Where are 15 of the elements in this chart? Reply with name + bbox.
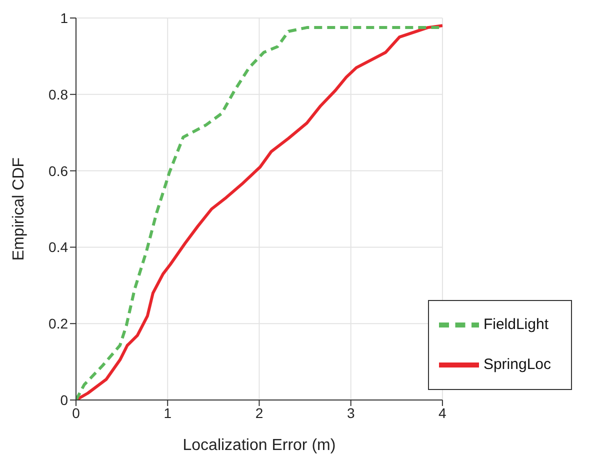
x-axis-title: Localization Error (m) xyxy=(182,437,336,454)
y-tick-label: 0.6 xyxy=(48,162,68,179)
y-tick-label: 1 xyxy=(60,10,68,26)
x-tick-label: 2 xyxy=(255,404,264,421)
legend-label: FieldLight xyxy=(483,316,548,333)
x-tick-label: 3 xyxy=(346,404,355,421)
y-axis-title: Empirical CDF xyxy=(10,157,28,261)
y-tick-label: 0.8 xyxy=(48,86,68,102)
legend-label: SpringLoc xyxy=(483,356,551,373)
y-tick-label: 0.2 xyxy=(48,316,68,332)
y-tick-label: 0.4 xyxy=(48,239,68,256)
y-tick-label: 0 xyxy=(60,392,68,408)
x-tick-label: 0 xyxy=(72,404,80,421)
x-tick-label: 4 xyxy=(438,404,447,421)
x-tick-label: 1 xyxy=(164,404,172,421)
